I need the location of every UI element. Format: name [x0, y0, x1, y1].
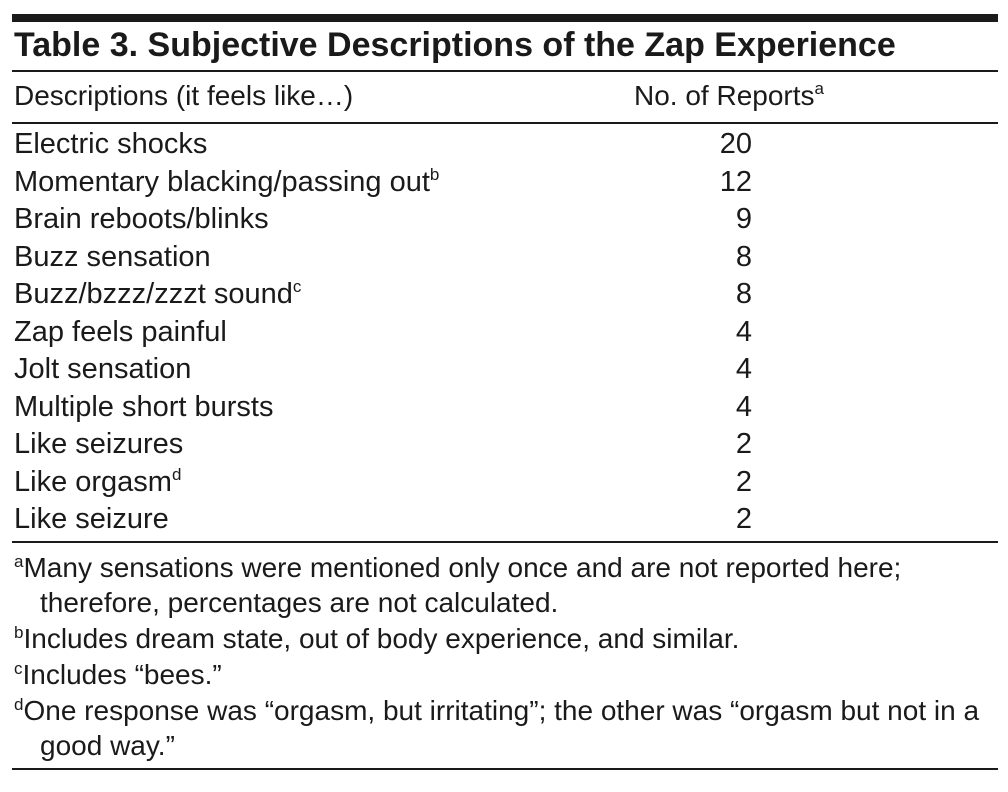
table-row: Momentary blacking/passing outb 12 [0, 164, 1008, 202]
footnotes: aMany sensations were mentioned only onc… [14, 550, 994, 764]
table-row: Jolt sensation 4 [0, 351, 1008, 389]
row-label: Like orgasmd [14, 466, 181, 499]
row-value: 8 [735, 278, 752, 310]
column-header-descriptions: Descriptions (it feels like…) [14, 80, 354, 111]
table-row: Brain reboots/blinks 9 [0, 201, 1008, 239]
header-rule [12, 122, 998, 124]
row-value: 4 [735, 315, 752, 348]
row-label: Momentary blacking/passing outb [14, 166, 439, 199]
row-label-text: Brain reboots/blinks [14, 203, 269, 235]
footnote-text: Includes dream state, out of body experi… [23, 623, 740, 654]
title-rule [12, 70, 998, 72]
row-label-text: Buzz/bzzz/zzzt sound [14, 278, 293, 310]
row-label-text: Electric shocks [14, 128, 208, 160]
footnote-mark: b [14, 623, 24, 642]
row-label: Buzz sensation [14, 241, 211, 274]
row-value: 2 [735, 465, 752, 498]
footnote-text: Many sensations were mentioned only once… [23, 552, 902, 618]
row-label: Like seizure [14, 503, 169, 536]
table-row: Buzz/bzzz/zzzt soundc 8 [0, 276, 1008, 314]
column-header-reports: No. of Reportsa [634, 80, 824, 112]
row-label: Zap feels painful [14, 316, 227, 349]
row-label: Like seizures [14, 428, 183, 461]
row-label-text: Like seizures [14, 428, 184, 460]
row-label: Buzz/bzzz/zzzt soundc [14, 278, 301, 311]
row-label-text: Multiple short bursts [14, 390, 274, 423]
table-row: Zap feels painful 4 [0, 314, 1008, 352]
footnote: bIncludes dream state, out of body exper… [14, 621, 994, 656]
footnote-marker: b [429, 164, 440, 184]
body-rule [12, 541, 998, 543]
footnote: cIncludes “bees.” [14, 657, 994, 692]
table-row: Buzz sensation 8 [0, 239, 1008, 277]
row-label-text: Momentary blacking/passing out [14, 165, 430, 198]
row-value: 9 [735, 203, 752, 235]
table-row: Like seizures 2 [0, 426, 1008, 464]
footnote-marker: c [292, 277, 302, 296]
footnote-marker: d [171, 464, 182, 484]
row-value: 4 [735, 390, 752, 423]
footnote: aMany sensations were mentioned only onc… [14, 550, 994, 620]
row-label: Electric shocks [14, 128, 207, 161]
table-row: Like orgasmd 2 [0, 464, 1008, 502]
table-title: Table 3. Subjective Descriptions of the … [14, 26, 896, 64]
row-label-text: Jolt sensation [14, 353, 192, 385]
row-value: 2 [735, 503, 752, 535]
row-value: 4 [735, 353, 752, 385]
row-label-text: Like orgasm [14, 465, 172, 498]
footnote-mark: a [14, 552, 24, 571]
row-value: 2 [735, 428, 752, 460]
footnote-marker: a [814, 79, 824, 98]
row-label: Jolt sensation [14, 353, 191, 386]
table-row: Multiple short bursts 4 [0, 389, 1008, 427]
footnote-mark: d [14, 695, 24, 714]
row-label: Multiple short bursts [14, 391, 274, 424]
row-label-text: Zap feels painful [14, 315, 227, 348]
bottom-rule [12, 768, 998, 770]
row-value: 8 [735, 240, 752, 273]
footnote-mark: c [14, 659, 23, 678]
table-row: Electric shocks 20 [0, 126, 1008, 164]
table-row: Like seizure 2 [0, 501, 1008, 539]
footnote-text: One response was “orgasm, but irritating… [23, 695, 980, 761]
footnote: dOne response was “orgasm, but irritatin… [14, 693, 994, 763]
top-thick-rule [12, 14, 998, 22]
column-header-reports-label: No. of Reports [634, 80, 815, 111]
row-label-text: Like seizure [14, 503, 169, 535]
row-value: 12 [719, 165, 752, 198]
row-label-text: Buzz sensation [14, 240, 211, 273]
table-body: Electric shocks 20 Momentary blacking/pa… [0, 126, 1008, 539]
row-label: Brain reboots/blinks [14, 203, 269, 236]
footnote-text: Includes “bees.” [22, 659, 222, 690]
row-value: 20 [719, 128, 752, 160]
